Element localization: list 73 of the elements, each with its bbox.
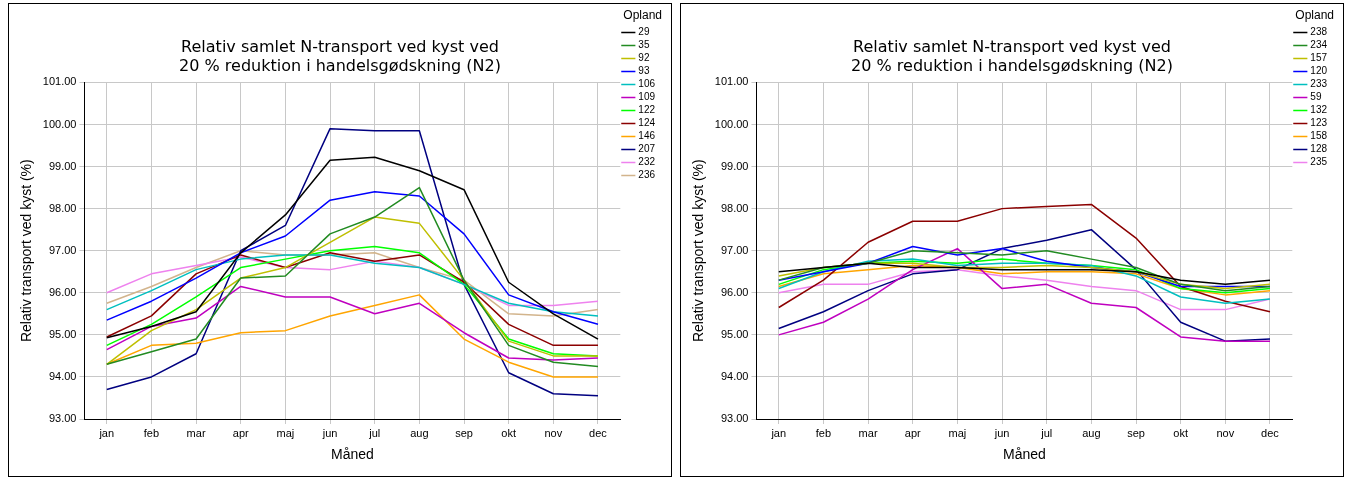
- legend-label: 157: [1310, 52, 1328, 64]
- x-tick-label: okt: [1173, 426, 1189, 439]
- legend-title: Opland: [1295, 8, 1335, 23]
- x-tick-label: apr: [232, 426, 250, 439]
- y-tick-label: 95.00: [720, 327, 749, 340]
- legend-label: 59: [1310, 91, 1322, 103]
- x-tick-label: aug: [1082, 426, 1101, 439]
- x-tick-label: jun: [993, 426, 1010, 439]
- y-tick-label: 97.00: [48, 243, 77, 256]
- x-tick-label: mar: [858, 426, 878, 439]
- y-tick-label: 93.00: [48, 412, 77, 425]
- x-tick-label: apr: [904, 426, 922, 439]
- y-tick-label: 96.00: [48, 285, 77, 298]
- chart-title: Relativ samlet N-transport ved kyst ved 20 % reduktion i handelsgødskning (N2): [851, 36, 1173, 75]
- x-tick-label: aug: [410, 426, 429, 439]
- x-tick-label: nov: [544, 426, 563, 439]
- x-tick-label: okt: [501, 426, 517, 439]
- legend-label: 109: [638, 91, 656, 103]
- x-tick-label: dec: [589, 426, 608, 439]
- x-tick-label: jun: [321, 426, 338, 439]
- y-tick-label: 96.00: [720, 285, 749, 298]
- y-tick-label: 97.00: [720, 243, 749, 256]
- legend-label: 146: [638, 130, 656, 142]
- legend-label: 233: [1310, 78, 1328, 90]
- y-axis-title: Relativ transport ved kyst (%): [18, 159, 35, 343]
- legend-label: 124: [638, 117, 656, 129]
- x-tick-label: jan: [770, 426, 787, 439]
- legend-title: Opland: [623, 8, 663, 23]
- x-tick-label: jul: [368, 426, 381, 439]
- x-tick-label: feb: [815, 426, 832, 439]
- legend-label: 106: [638, 78, 656, 90]
- y-tick-label: 100.00: [714, 117, 749, 130]
- legend-label: 207: [638, 143, 656, 155]
- legend-label: 35: [638, 39, 650, 51]
- legend-label: 92: [638, 52, 650, 64]
- legend-label: 29: [638, 26, 650, 38]
- x-tick-label: jan: [98, 426, 115, 439]
- y-tick-label: 95.00: [48, 327, 77, 340]
- legend-label: 234: [1310, 39, 1328, 51]
- x-tick-label: sep: [1127, 426, 1145, 439]
- y-tick-label: 100.00: [42, 117, 77, 130]
- x-tick-label: mar: [186, 426, 206, 439]
- x-tick-label: maj: [948, 426, 967, 439]
- x-tick-label: dec: [1261, 426, 1280, 439]
- y-axis-title: Relativ transport ved kyst (%): [690, 159, 707, 343]
- y-tick-label: 93.00: [720, 412, 749, 425]
- y-tick-label: 99.00: [720, 159, 749, 172]
- y-tick-label: 98.00: [720, 201, 749, 214]
- legend-label: 132: [1310, 104, 1328, 116]
- x-tick-label: nov: [1216, 426, 1235, 439]
- chart-title: Relativ samlet N-transport ved kyst ved 20 % reduktion i handelsgødskning (N2): [179, 36, 501, 75]
- y-tick-label: 94.00: [48, 369, 77, 382]
- legend-label: 235: [1310, 156, 1328, 168]
- legend-label: 238: [1310, 26, 1328, 38]
- x-tick-label: feb: [143, 426, 160, 439]
- legend-label: 236: [638, 169, 656, 181]
- x-axis-title: Måned: [1002, 446, 1046, 463]
- legend-label: 93: [638, 65, 650, 77]
- y-tick-label: 99.00: [48, 159, 77, 172]
- y-tick-label: 101.00: [714, 75, 749, 88]
- y-tick-label: 101.00: [42, 75, 77, 88]
- x-axis-title: Måned: [330, 446, 374, 463]
- legend-label: 123: [1310, 117, 1328, 129]
- x-tick-label: maj: [276, 426, 295, 439]
- legend-label: 120: [1310, 65, 1328, 77]
- y-tick-label: 94.00: [720, 369, 749, 382]
- legend-label: 122: [638, 104, 656, 116]
- x-tick-label: jul: [1040, 426, 1053, 439]
- legend-label: 158: [1310, 130, 1328, 142]
- legend-label: 128: [1310, 143, 1328, 155]
- legend-label: 232: [638, 156, 656, 168]
- x-tick-label: sep: [455, 426, 473, 439]
- y-tick-label: 98.00: [48, 201, 77, 214]
